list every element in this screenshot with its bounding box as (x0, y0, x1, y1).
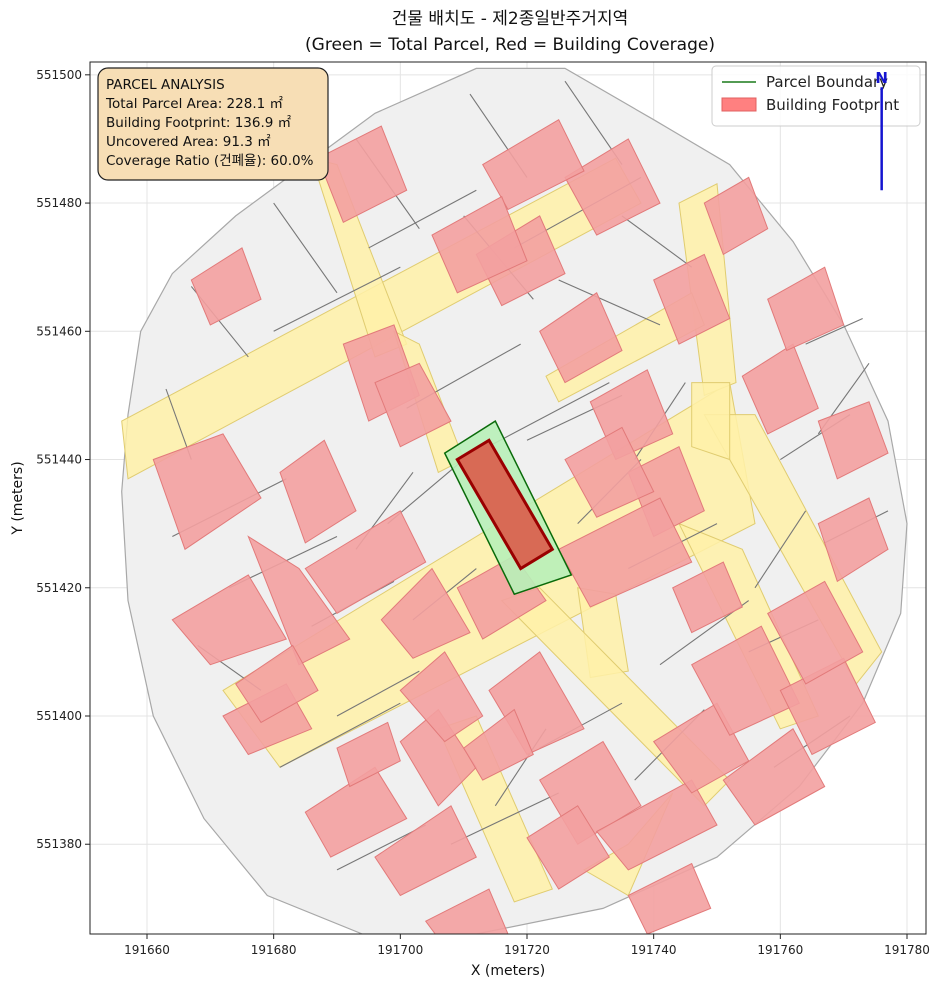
neighbor-building-37 (431, 195, 528, 294)
x-axis-ticks: 191660 191680 191700 191720 191740 191760 1917… (124, 934, 930, 957)
x-tick-label-3: 191720 (504, 943, 550, 957)
y-tick-label-2: 551420 (36, 581, 82, 595)
neighbor-building-12 (399, 651, 484, 743)
y-axis-label: Y (meters) (10, 461, 26, 535)
x-tick-label-2: 191700 (377, 943, 423, 957)
neighbor-building-36 (558, 497, 693, 608)
neighbor-building-45 (672, 561, 743, 634)
neighbor-building-16 (526, 805, 610, 890)
y-tick-label-4: 551460 (36, 324, 82, 338)
legend-building-swatch (721, 97, 757, 112)
neighbor-building-27 (653, 253, 731, 345)
legend-parcel-label: Parcel Boundary (766, 73, 888, 91)
y-axis-ticks: 551380 551400 551420 551440 551460 551480 5515… (36, 68, 90, 851)
neighbor-building-30 (482, 118, 585, 211)
parcel-line-23 (279, 702, 401, 768)
y-tick-label-5: 551480 (36, 196, 82, 210)
x-tick-label-4: 191740 (631, 943, 677, 957)
neighbor-building-42 (627, 862, 712, 934)
neighbor-building-32 (539, 292, 623, 384)
x-tick-label-1: 191680 (251, 943, 297, 957)
neighbor-building-17 (595, 779, 718, 871)
y-tick-label-1: 551400 (36, 709, 82, 723)
neighbor-building-25 (741, 343, 819, 435)
road-11 (691, 382, 731, 461)
info-box: PARCEL ANALYSIS Total Parcel Area: 228.1… (97, 67, 329, 181)
neighbor-building-22 (767, 580, 864, 685)
neighbor-building-0 (152, 433, 262, 551)
legend-building-label: Building Footprint (766, 96, 899, 114)
chart-title: 건물 배치도 - 제2종일반주거지역 (392, 9, 628, 29)
neighbor-building-20 (722, 728, 826, 826)
neighbor-buildings-layer (152, 118, 889, 934)
plot-frame (89, 61, 927, 935)
neighbor-building-3 (374, 362, 452, 448)
parcel-line-10 (558, 279, 661, 326)
target-building (455, 438, 555, 571)
neighbor-building-29 (564, 138, 661, 236)
parcel-line-11 (621, 215, 692, 268)
x-tick-label-0: 191660 (124, 943, 170, 957)
parcel-line-2 (273, 202, 338, 294)
parcel-line-20 (336, 670, 420, 717)
neighbor-building-6 (247, 535, 351, 666)
info-line-total-area: Total Parcel Area: 228.1 ㎡ (105, 96, 283, 112)
legend-frame (711, 65, 921, 127)
neighbor-building-35 (564, 426, 655, 518)
info-line-footprint: Building Footprint: 136.9 ㎡ (106, 115, 292, 131)
neighbor-building-4 (304, 510, 427, 615)
y-tick-label-6: 551500 (36, 68, 82, 82)
info-box-background (97, 67, 329, 181)
neighbor-building-40 (235, 644, 319, 724)
neighbor-building-39 (190, 247, 262, 326)
legend: Parcel Boundary Building Footprint (711, 65, 921, 127)
parcel-line-31 (754, 510, 807, 589)
parcel-line-6 (273, 266, 401, 332)
neighbor-building-43 (424, 888, 509, 934)
neighbor-building-7 (171, 574, 288, 666)
parcel-line-25 (450, 792, 559, 845)
neighbor-building-41 (463, 708, 534, 781)
neighbor-building-44 (336, 721, 401, 788)
neighbor-building-28 (703, 176, 769, 256)
x-tick-label-6: 191780 (884, 943, 930, 957)
chart-subtitle: (Green = Total Parcel, Red = Building Co… (305, 35, 715, 55)
neighbor-building-26 (767, 266, 845, 352)
north-arrow-label: N (875, 69, 888, 87)
target-parcel-layer (443, 420, 573, 596)
parcel-line-35 (805, 317, 863, 345)
x-tick-label-5: 191760 (757, 943, 803, 957)
info-line-coverage-ratio: Coverage Ratio (건폐율): 60.0% (106, 153, 314, 169)
info-line-heading: PARCEL ANALYSIS (106, 77, 225, 93)
neighbor-building-23 (817, 497, 889, 583)
parcel-line-7 (368, 189, 477, 249)
map-layers (121, 67, 908, 934)
north-arrow: N (875, 69, 888, 191)
neighbor-building-10 (374, 805, 477, 897)
y-tick-label-3: 551440 (36, 453, 82, 467)
y-tick-label-0: 551380 (36, 837, 82, 851)
x-axis-label: X (meters) (471, 963, 545, 979)
neighbor-building-5 (380, 567, 471, 659)
neighbor-building-1 (279, 439, 357, 544)
neighbor-building-38 (317, 125, 408, 223)
info-line-uncovered: Uncovered Area: 91.3 ㎡ (106, 134, 271, 150)
neighbor-building-24 (817, 401, 889, 480)
